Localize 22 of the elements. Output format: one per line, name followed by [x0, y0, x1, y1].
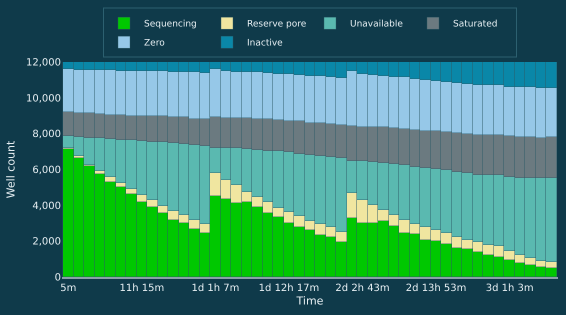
y-tick-label: 10,000	[26, 93, 61, 104]
x-tick-label: 2d 13h 53m	[406, 282, 466, 294]
y-tick-label: 6,000	[32, 165, 61, 176]
y-tick-label: 2,000	[32, 236, 61, 248]
legend-label: Unavailable	[350, 20, 404, 30]
legend-label: Sequencing	[144, 20, 197, 30]
y-tick-label: 0	[54, 272, 61, 284]
legend-label: Saturated	[453, 20, 498, 30]
y-tick-label: 4,000	[32, 200, 61, 212]
x-tick-label: 5m	[60, 282, 76, 294]
x-tick-label: 2d 2h 43m	[335, 282, 390, 294]
x-tick-label: 11h 15m	[120, 282, 164, 294]
x-axis-title: Time	[296, 294, 324, 308]
legend-label: Inactive	[247, 38, 284, 49]
y-axis-title: Well count	[4, 140, 18, 198]
x-tick-label: 3d 1h 3m	[486, 282, 534, 294]
x-tick-label: 1d 12h 17m	[258, 282, 320, 294]
legend-label: Zero	[144, 38, 166, 49]
y-tick-label: 12,000	[26, 58, 61, 68]
y-tick-label: 8,000	[32, 129, 61, 140]
x-tick-label: 1d 1h 7m	[191, 282, 240, 294]
legend-label: Reserve pore	[247, 20, 307, 30]
